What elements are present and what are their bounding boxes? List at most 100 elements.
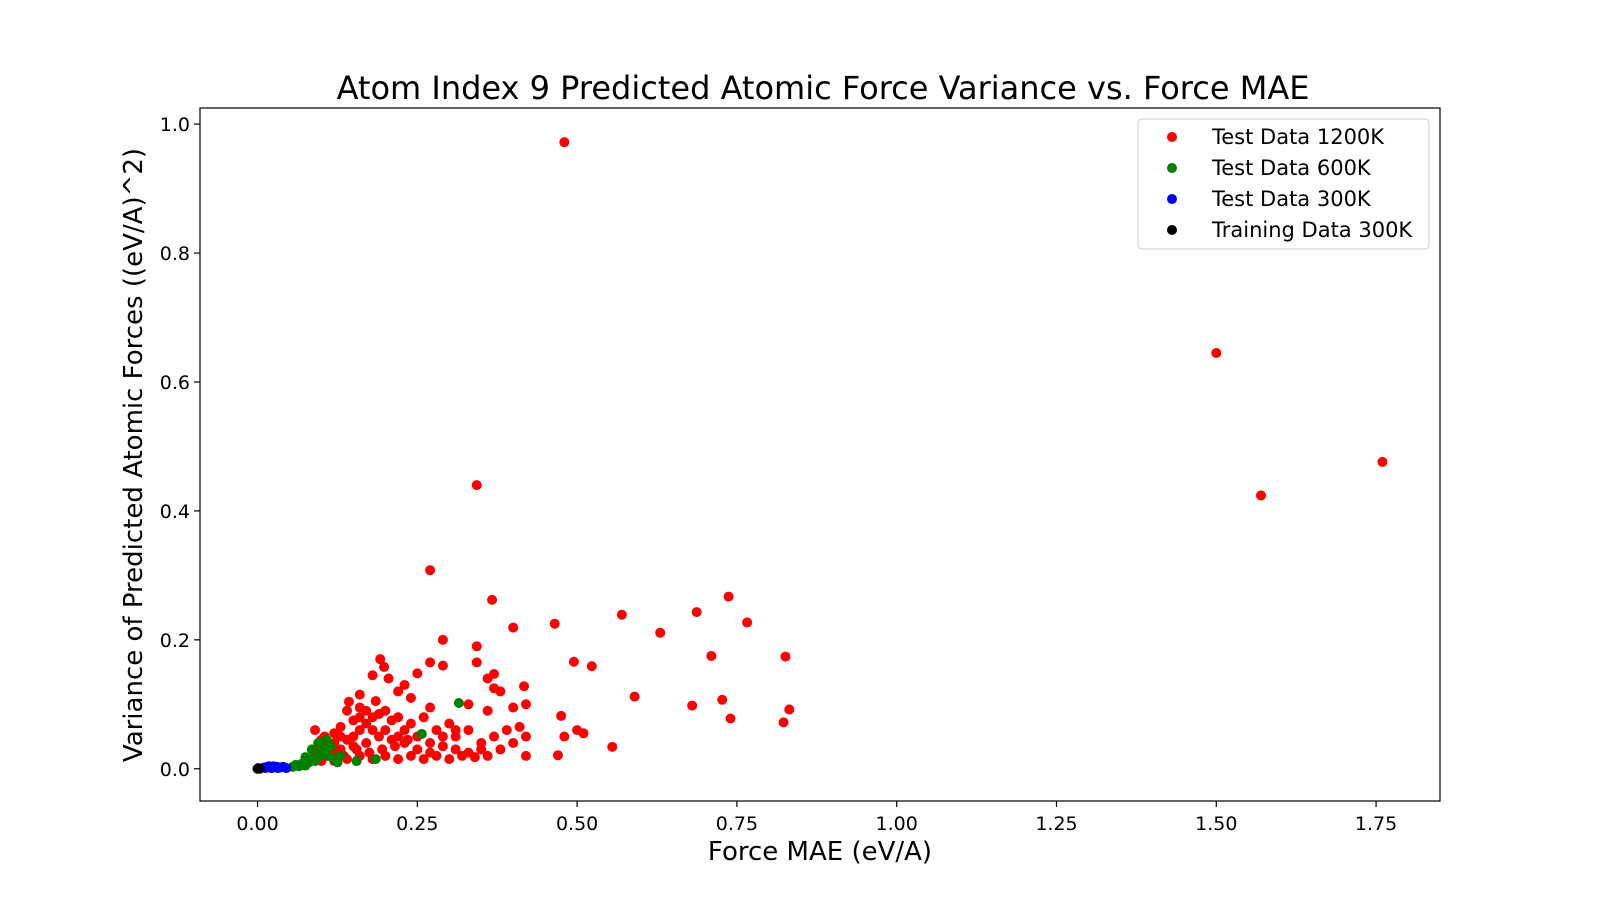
data-point [717, 694, 728, 705]
data-point [725, 713, 736, 724]
data-point [361, 737, 372, 748]
data-point [476, 744, 487, 755]
data-point [514, 721, 525, 732]
data-point [354, 725, 365, 736]
data-point [393, 731, 404, 742]
data-point [463, 725, 474, 736]
data-point [354, 702, 365, 713]
data-point [405, 718, 416, 729]
series-1 [287, 698, 464, 772]
plot-frame [199, 107, 1441, 802]
data-point [1377, 456, 1388, 467]
data-point [471, 480, 482, 491]
data-point [552, 750, 563, 761]
data-point [687, 700, 698, 711]
x-axis-label: Force MAE (eV/A) [708, 837, 932, 867]
data-point [377, 744, 388, 755]
data-point [379, 661, 390, 672]
data-point [780, 651, 791, 662]
data-point [418, 712, 429, 723]
data-point [495, 686, 506, 697]
data-point [450, 744, 461, 755]
x-tick-label: 1.25 [1035, 813, 1077, 835]
data-point [364, 747, 375, 758]
data-point [425, 657, 436, 668]
data-point [568, 656, 579, 667]
data-point [418, 754, 429, 765]
data-point [549, 618, 560, 629]
data-point [489, 731, 500, 742]
data-point [367, 670, 378, 681]
x-tick-label: 0.75 [716, 813, 758, 835]
data-point [519, 681, 530, 692]
data-point [463, 699, 474, 710]
legend-marker [1167, 194, 1177, 204]
data-point [508, 737, 519, 748]
data-point [616, 609, 627, 620]
data-point [281, 763, 292, 774]
data-point [607, 741, 618, 752]
data-point [556, 710, 567, 721]
data-point [471, 641, 482, 652]
data-point [351, 756, 362, 767]
data-point [399, 725, 410, 736]
data-point [310, 725, 321, 736]
x-tick-label: 1.50 [1195, 813, 1237, 835]
data-point [306, 744, 317, 755]
x-tick-label: 0.00 [236, 813, 278, 835]
data-point [444, 718, 455, 729]
y-axis: 0.0 0.2 0.4 0.6 0.8 1.0 [160, 114, 200, 781]
data-point [373, 731, 384, 742]
chart-title: Atom Index 9 Predicted Atomic Force Vari… [337, 69, 1310, 107]
legend-entry: Test Data 600K [1167, 156, 1372, 180]
data-point [329, 728, 340, 739]
legend-label: Test Data 600K [1211, 156, 1372, 180]
legend-label: Test Data 1200K [1211, 125, 1385, 149]
data-point [706, 650, 717, 661]
data-point [629, 691, 640, 702]
data-point [520, 699, 531, 710]
data-point [313, 737, 324, 748]
data-point [367, 725, 378, 736]
data-point [393, 686, 404, 697]
series-3 [252, 763, 266, 774]
legend-label: Training Data 300K [1211, 218, 1413, 242]
data-point [389, 741, 400, 752]
data-point [308, 754, 319, 765]
data-point [723, 591, 734, 602]
data-point [380, 725, 391, 736]
data-point [457, 750, 468, 761]
y-tick-label: 0.6 [160, 372, 190, 394]
data-point [655, 627, 666, 638]
data-point [343, 696, 354, 707]
data-point [450, 725, 461, 736]
legend-label: Test Data 300K [1211, 187, 1372, 211]
data-point [469, 752, 480, 763]
data-point [501, 725, 512, 736]
data-point [559, 137, 570, 148]
data-point [487, 594, 498, 605]
data-point [444, 754, 455, 765]
data-point [453, 698, 464, 709]
data-point [375, 654, 386, 665]
data-point [335, 721, 346, 732]
data-point [437, 731, 448, 742]
data-point [508, 702, 519, 713]
data-point [412, 744, 423, 755]
data-point [386, 715, 397, 726]
x-tick-label: 1.75 [1355, 813, 1397, 835]
data-point [425, 702, 436, 713]
data-point [482, 750, 493, 761]
data-point [354, 689, 365, 700]
data-point [431, 725, 442, 736]
data-point [272, 763, 283, 774]
y-tick-label: 0.4 [160, 501, 190, 523]
data-point [425, 747, 436, 758]
data-point [300, 760, 311, 771]
data-point [425, 737, 436, 748]
data-point [586, 661, 597, 672]
data-point [482, 705, 493, 716]
data-point [354, 712, 365, 723]
y-tick-label: 0.8 [160, 243, 190, 265]
